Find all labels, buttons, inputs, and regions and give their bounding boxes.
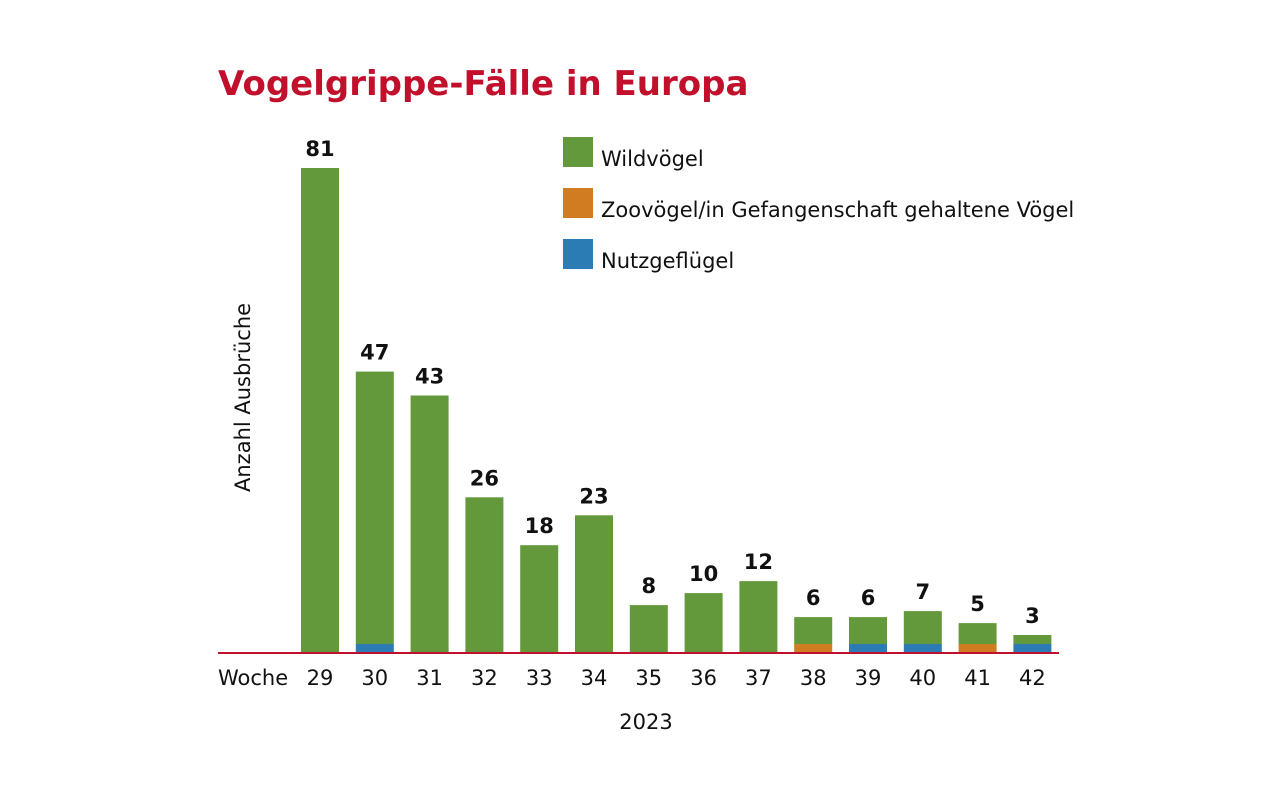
x-tick-label: 40 — [909, 666, 936, 690]
bar-segment — [849, 617, 887, 644]
value-label: 47 — [360, 341, 389, 365]
value-label: 12 — [744, 550, 773, 574]
value-label: 3 — [1025, 604, 1040, 628]
x-tick-labels: 29 30 31 32 33 34 35 36 37 38 39 40 41 42 — [307, 666, 1046, 690]
bar-segment — [629, 605, 668, 653]
value-label: 26 — [470, 466, 499, 490]
bar-segment — [684, 593, 723, 653]
x-tick-label: 30 — [361, 666, 388, 690]
y-axis-label: Anzahl Ausbrüche — [231, 303, 255, 492]
value-labels: 81 47 43 26 18 23 8 10 12 6 6 7 5 3 — [305, 137, 1039, 628]
legend-swatch — [563, 137, 593, 167]
x-axis-label: 2023 — [619, 710, 672, 734]
bar-segment — [575, 515, 613, 653]
bar-segment — [903, 611, 942, 644]
x-tick-label: 31 — [416, 666, 443, 690]
bar-segment — [1013, 635, 1052, 644]
bar-segment — [739, 581, 778, 653]
value-label: 23 — [579, 484, 608, 508]
x-tick-label: 39 — [855, 666, 882, 690]
bar-segment — [520, 545, 559, 653]
x-tick-label: 41 — [964, 666, 991, 690]
x-tick-label: 42 — [1019, 666, 1046, 690]
chart-title: Vogelgrippe-Fälle in Europa — [218, 64, 748, 104]
bar-segment — [1013, 644, 1052, 653]
legend-label: Wildvögel — [601, 147, 704, 171]
bar-segment — [410, 395, 449, 653]
x-tick-label: 34 — [581, 666, 608, 690]
value-label: 43 — [415, 365, 444, 389]
bars-group — [301, 168, 1052, 653]
legend-swatch — [563, 188, 593, 218]
value-label: 7 — [915, 580, 930, 604]
bar-segment — [958, 623, 997, 645]
value-label: 81 — [305, 137, 334, 161]
x-tick-label: 36 — [690, 666, 717, 690]
value-label: 18 — [525, 514, 554, 538]
value-label: 10 — [689, 562, 718, 586]
value-label: 6 — [861, 586, 876, 610]
x-tick-label: 35 — [635, 666, 662, 690]
legend: Wildvögel Zoovögel/in Gefangenschaft geha… — [563, 137, 1074, 273]
legend-label: Nutzgeflügel — [601, 249, 734, 273]
bar-segment — [465, 497, 504, 653]
value-label: 8 — [641, 574, 656, 598]
bar-segment — [355, 371, 394, 644]
bar-segment — [355, 644, 394, 653]
legend-label: Zoovögel/in Gefangenschaft gehaltene Vög… — [601, 198, 1074, 222]
value-label: 5 — [970, 592, 985, 616]
bar-segment — [301, 168, 339, 653]
bar-segment — [794, 644, 833, 653]
x-tick-label: 29 — [307, 666, 334, 690]
bar-segment — [958, 644, 997, 653]
bar-segment — [903, 644, 942, 653]
bar-segment — [794, 617, 833, 644]
bar-segment — [849, 644, 887, 653]
x-tick-label: 33 — [526, 666, 553, 690]
x-tick-label: 37 — [745, 666, 772, 690]
legend-swatch — [563, 239, 593, 269]
x-axis-prefix: Woche — [218, 666, 288, 690]
x-tick-label: 38 — [800, 666, 827, 690]
value-label: 6 — [806, 586, 821, 610]
x-tick-label: 32 — [471, 666, 498, 690]
